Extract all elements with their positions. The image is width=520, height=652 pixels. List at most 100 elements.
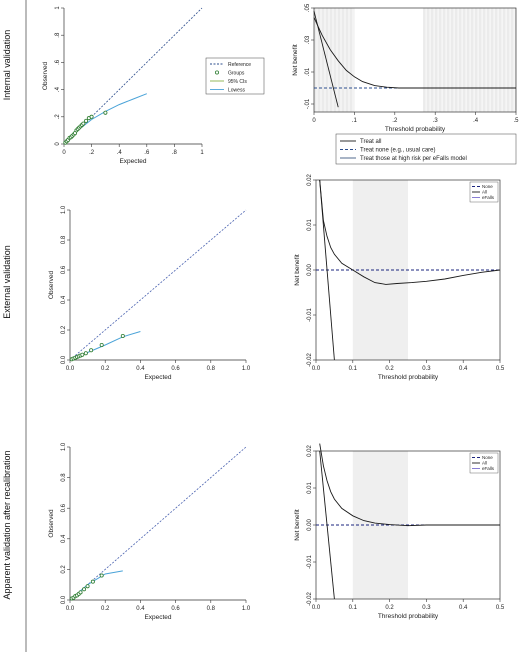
y-tick-label: 1.0: [61, 205, 67, 214]
legend-label: All: [482, 461, 487, 466]
y-tick-label: 0.00: [307, 519, 313, 531]
x-tick-label: 0.4: [459, 605, 468, 611]
group-point: [80, 352, 85, 357]
y-tick-label: -0.01: [307, 555, 313, 569]
shaded-threshold-range: [314, 8, 355, 112]
legend-label: eFalls: [482, 195, 495, 200]
x-tick-label: 0.1: [349, 605, 358, 611]
y-tick-label: 1: [55, 6, 61, 10]
chart-recalibrated-decision-curve: 0.0 0.1 0.2 0.3 0.4 0.5 -0.02 -0.01 0.00 0.01 0.02…: [294, 443, 505, 620]
y-tick-label: 0.6: [61, 503, 67, 512]
x-tick-label: .6: [144, 150, 150, 156]
legend-label: Groups: [228, 71, 245, 77]
chart-recalibrated-calibration: 0.0 0.2 0.4 0.6 0.8 1.0 0.0 0.2 0.4 0.6 0.8 1.0 Expe…: [48, 442, 251, 621]
y-tick-label: .4: [55, 86, 61, 92]
group-point: [82, 587, 87, 592]
series-line: [313, 17, 516, 89]
x-axis-title: Expected: [144, 614, 171, 621]
chart-external-calibration: 0.0 0.2 0.4 0.6 0.8 1.0 0.0 0.2 0.4 0.6 0.8 1.0 Expe…: [48, 205, 251, 381]
chart-internal-calibration: 0 .2 .4 .6 .8 1 0 .2 .4 .6 .8 1 Expected Observed Refe…: [42, 6, 265, 165]
x-tick-label: 0.3: [422, 605, 431, 611]
legend-box: [469, 181, 499, 203]
x-tick-label: .4: [117, 150, 123, 156]
series-line: [319, 179, 501, 285]
shaded-threshold-range: [423, 8, 516, 112]
legend-label: Lowess: [228, 88, 245, 94]
reference-line: [69, 446, 247, 601]
x-tick-label: .1: [352, 118, 358, 124]
y-tick-label: .01: [305, 67, 311, 76]
group-point: [78, 590, 83, 595]
row-label-external: External validation: [2, 245, 12, 319]
legend-swatch: [214, 70, 219, 75]
y-tick-label: -0.02: [307, 592, 313, 606]
group-point: [103, 110, 108, 115]
legend-label: None: [482, 455, 493, 460]
legend-box: [205, 57, 265, 95]
x-tick-label: 1.0: [242, 606, 251, 612]
y-tick-label: .03: [305, 35, 311, 44]
y-tick-label: 0.4: [61, 534, 67, 543]
series-line: [319, 450, 335, 600]
x-tick-label: .2: [392, 118, 398, 124]
legend-label: Reference: [228, 62, 251, 68]
group-point: [89, 348, 94, 353]
legend-label: None: [482, 184, 493, 189]
x-tick-label: 0.6: [171, 366, 180, 372]
group-point: [99, 342, 104, 347]
x-tick-label: 1: [200, 150, 204, 156]
x-axis-title: Threshold probability: [378, 374, 439, 381]
group-point: [84, 118, 89, 123]
chart-external-decision-curve: 0.0 0.1 0.2 0.3 0.4 0.5 -0.02 -0.01 0.00 0.01 0.02…: [294, 174, 505, 381]
x-axis-title: Expected: [144, 374, 171, 381]
lowess-line: [65, 93, 147, 143]
legend-label: All: [482, 190, 487, 195]
y-axis-title: Net benefit: [294, 254, 301, 286]
legend-label: 95% CIs: [228, 79, 247, 85]
y-tick-label: 0.0: [61, 595, 67, 604]
legend-box: [335, 133, 517, 165]
y-tick-label: .6: [55, 59, 61, 65]
x-tick-label: 0.2: [385, 605, 394, 611]
y-axis-title: Observed: [48, 271, 55, 300]
y-tick-label: 0.0: [61, 355, 67, 364]
y-tick-label: 0.00: [307, 264, 313, 276]
legend-label: Treat none (e.g., usual care): [360, 148, 435, 154]
x-tick-label: 0: [312, 118, 316, 124]
x-tick-label: 0.0: [66, 366, 75, 372]
y-tick-label: -.01: [305, 98, 311, 109]
group-point: [85, 584, 90, 589]
x-tick-label: .4: [473, 118, 479, 124]
group-point: [90, 579, 95, 584]
x-tick-label: .8: [172, 150, 178, 156]
y-axis-title: Net benefit: [292, 44, 299, 76]
legend-label: eFalls: [482, 466, 495, 471]
y-tick-label: 0.2: [61, 325, 67, 334]
x-tick-label: 0.1: [349, 366, 358, 372]
y-axis-title: Observed: [48, 509, 55, 538]
y-tick-label: 0.8: [61, 473, 67, 482]
x-tick-label: 0.4: [136, 606, 145, 612]
x-tick-label: 0.4: [136, 366, 145, 372]
x-tick-label: 0.5: [496, 605, 505, 611]
x-tick-label: 0.3: [422, 366, 431, 372]
y-tick-label: -0.01: [307, 308, 313, 322]
x-tick-label: 1.0: [242, 366, 251, 372]
x-tick-label: 0.0: [312, 605, 321, 611]
y-tick-label: 0.01: [307, 482, 313, 494]
x-tick-label: .3: [433, 118, 439, 124]
y-tick-label: 0.02: [307, 174, 313, 186]
x-tick-label: .5: [513, 118, 519, 124]
x-axis-title: Threshold probability: [385, 126, 446, 133]
row-label-recalibration: Apparent validation after recalibration: [2, 450, 12, 599]
x-tick-label: .2: [89, 150, 95, 156]
y-tick-label: .8: [55, 32, 61, 38]
x-tick-label: 0.2: [101, 366, 110, 372]
group-point: [89, 114, 94, 119]
chart-internal-decision-curve: 0 .1 .2 .3 .4 .5 -.01 .01 .03 .05 Threshold probab…: [292, 3, 519, 165]
legend-box: [469, 452, 499, 474]
y-axis-title: Observed: [42, 62, 49, 91]
x-tick-label: 0.8: [207, 366, 216, 372]
